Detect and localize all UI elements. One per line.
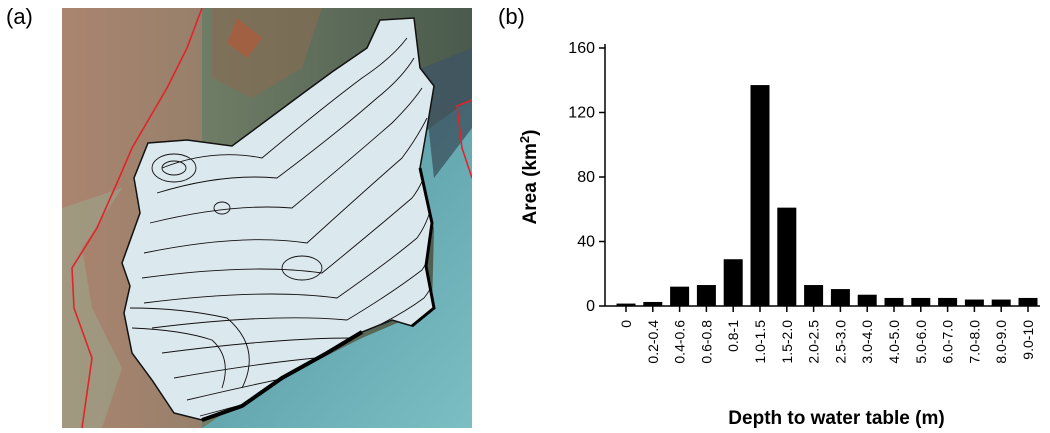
x-category-label: 1.5-2.0 [779,320,795,364]
y-tick-label: 160 [568,40,595,57]
bar [1018,297,1038,306]
bar [643,301,663,306]
sea-area [202,98,472,428]
x-category-label: 2.5-3.0 [832,320,848,364]
panel-a-label: (a) [6,4,33,29]
bar [723,259,743,306]
satellite-map [62,8,472,428]
x-category-label: 0.8-1 [725,320,741,352]
bar [964,299,984,306]
x-category-label: 9.0-10 [1020,320,1036,360]
x-category-label: 3.0-4.0 [859,320,875,364]
bar [804,285,824,306]
x-category-label: 6.0-7.0 [940,320,956,364]
eastern-ridge [422,48,472,178]
bar [830,289,850,306]
y-axis: 0 40 80 120 160 [568,40,606,315]
y-tick-label: 120 [568,105,595,122]
coastline-contour-band [201,330,364,422]
bar [750,85,770,307]
boundary-line-west [71,8,203,428]
y-axis-title: Area (km2) [517,130,542,225]
x-category-label: 1.0-1.5 [752,320,768,364]
bar [670,286,690,306]
bar [777,207,797,306]
boundary-line-east [456,99,472,179]
bar [884,297,904,306]
bar [938,297,958,306]
volcanic-peak [227,18,262,58]
x-category-label: 7.0-8.0 [966,320,982,364]
x-category-label: 2.0-2.5 [806,320,822,364]
south-west-plain [62,188,122,428]
x-axis: 0 0.2-0.4 0.4-0.6 0.6-0.8 0.8-1 1.0-1.5 1.5-2.… [605,305,1040,364]
bar [857,294,877,306]
x-category-label: 0 [618,320,634,328]
x-category-label: 4.0-5.0 [886,320,902,364]
y-tick-label: 80 [577,169,595,186]
x-axis-title: Depth to water table (m) [728,408,944,429]
x-category-label: 8.0-9.0 [993,320,1009,364]
bar [696,285,716,306]
bar [616,303,636,306]
eastern-contour-band [411,167,436,328]
panel-b-label: (b) [498,4,525,29]
bar [911,297,931,306]
x-category-label: 0.2-0.4 [645,320,661,364]
y-tick-label: 40 [577,234,595,251]
x-category-label: 0.4-0.6 [672,320,688,364]
x-category-label: 0.6-0.8 [698,320,714,364]
y-tick-label: 0 [586,298,595,315]
x-category-label: 5.0-6.0 [913,320,929,364]
bars [616,85,1038,307]
bar [991,299,1011,306]
bar-chart: 0 40 80 120 160 0 0.2-0.4 0.4-0.6 0.6-0.8 0.8-1 1… [517,40,1040,429]
